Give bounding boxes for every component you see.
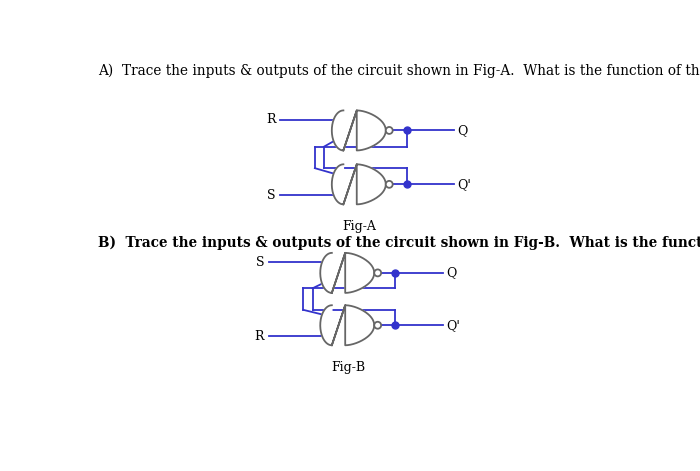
Text: Q': Q': [446, 319, 460, 332]
Text: Fig-B: Fig-B: [331, 361, 365, 374]
Text: Q: Q: [457, 124, 468, 137]
Text: S: S: [256, 256, 264, 268]
Text: Q': Q': [457, 178, 471, 191]
Text: A)  Trace the inputs & outputs of the circuit shown in Fig-A.  What is the funct: A) Trace the inputs & outputs of the cir…: [99, 64, 700, 78]
Circle shape: [386, 127, 393, 134]
Circle shape: [386, 181, 393, 188]
Polygon shape: [321, 253, 374, 293]
Polygon shape: [321, 305, 374, 345]
Circle shape: [374, 322, 381, 329]
Text: Q: Q: [446, 267, 456, 279]
Polygon shape: [332, 164, 386, 204]
Text: S: S: [267, 189, 276, 202]
Text: B)  Trace the inputs & outputs of the circuit shown in Fig-B.  What is the funct: B) Trace the inputs & outputs of the cir…: [99, 236, 700, 250]
Text: R: R: [255, 330, 264, 342]
Text: R: R: [266, 113, 276, 126]
Polygon shape: [332, 110, 386, 150]
Text: Fig-A: Fig-A: [342, 220, 377, 233]
Circle shape: [374, 269, 381, 276]
